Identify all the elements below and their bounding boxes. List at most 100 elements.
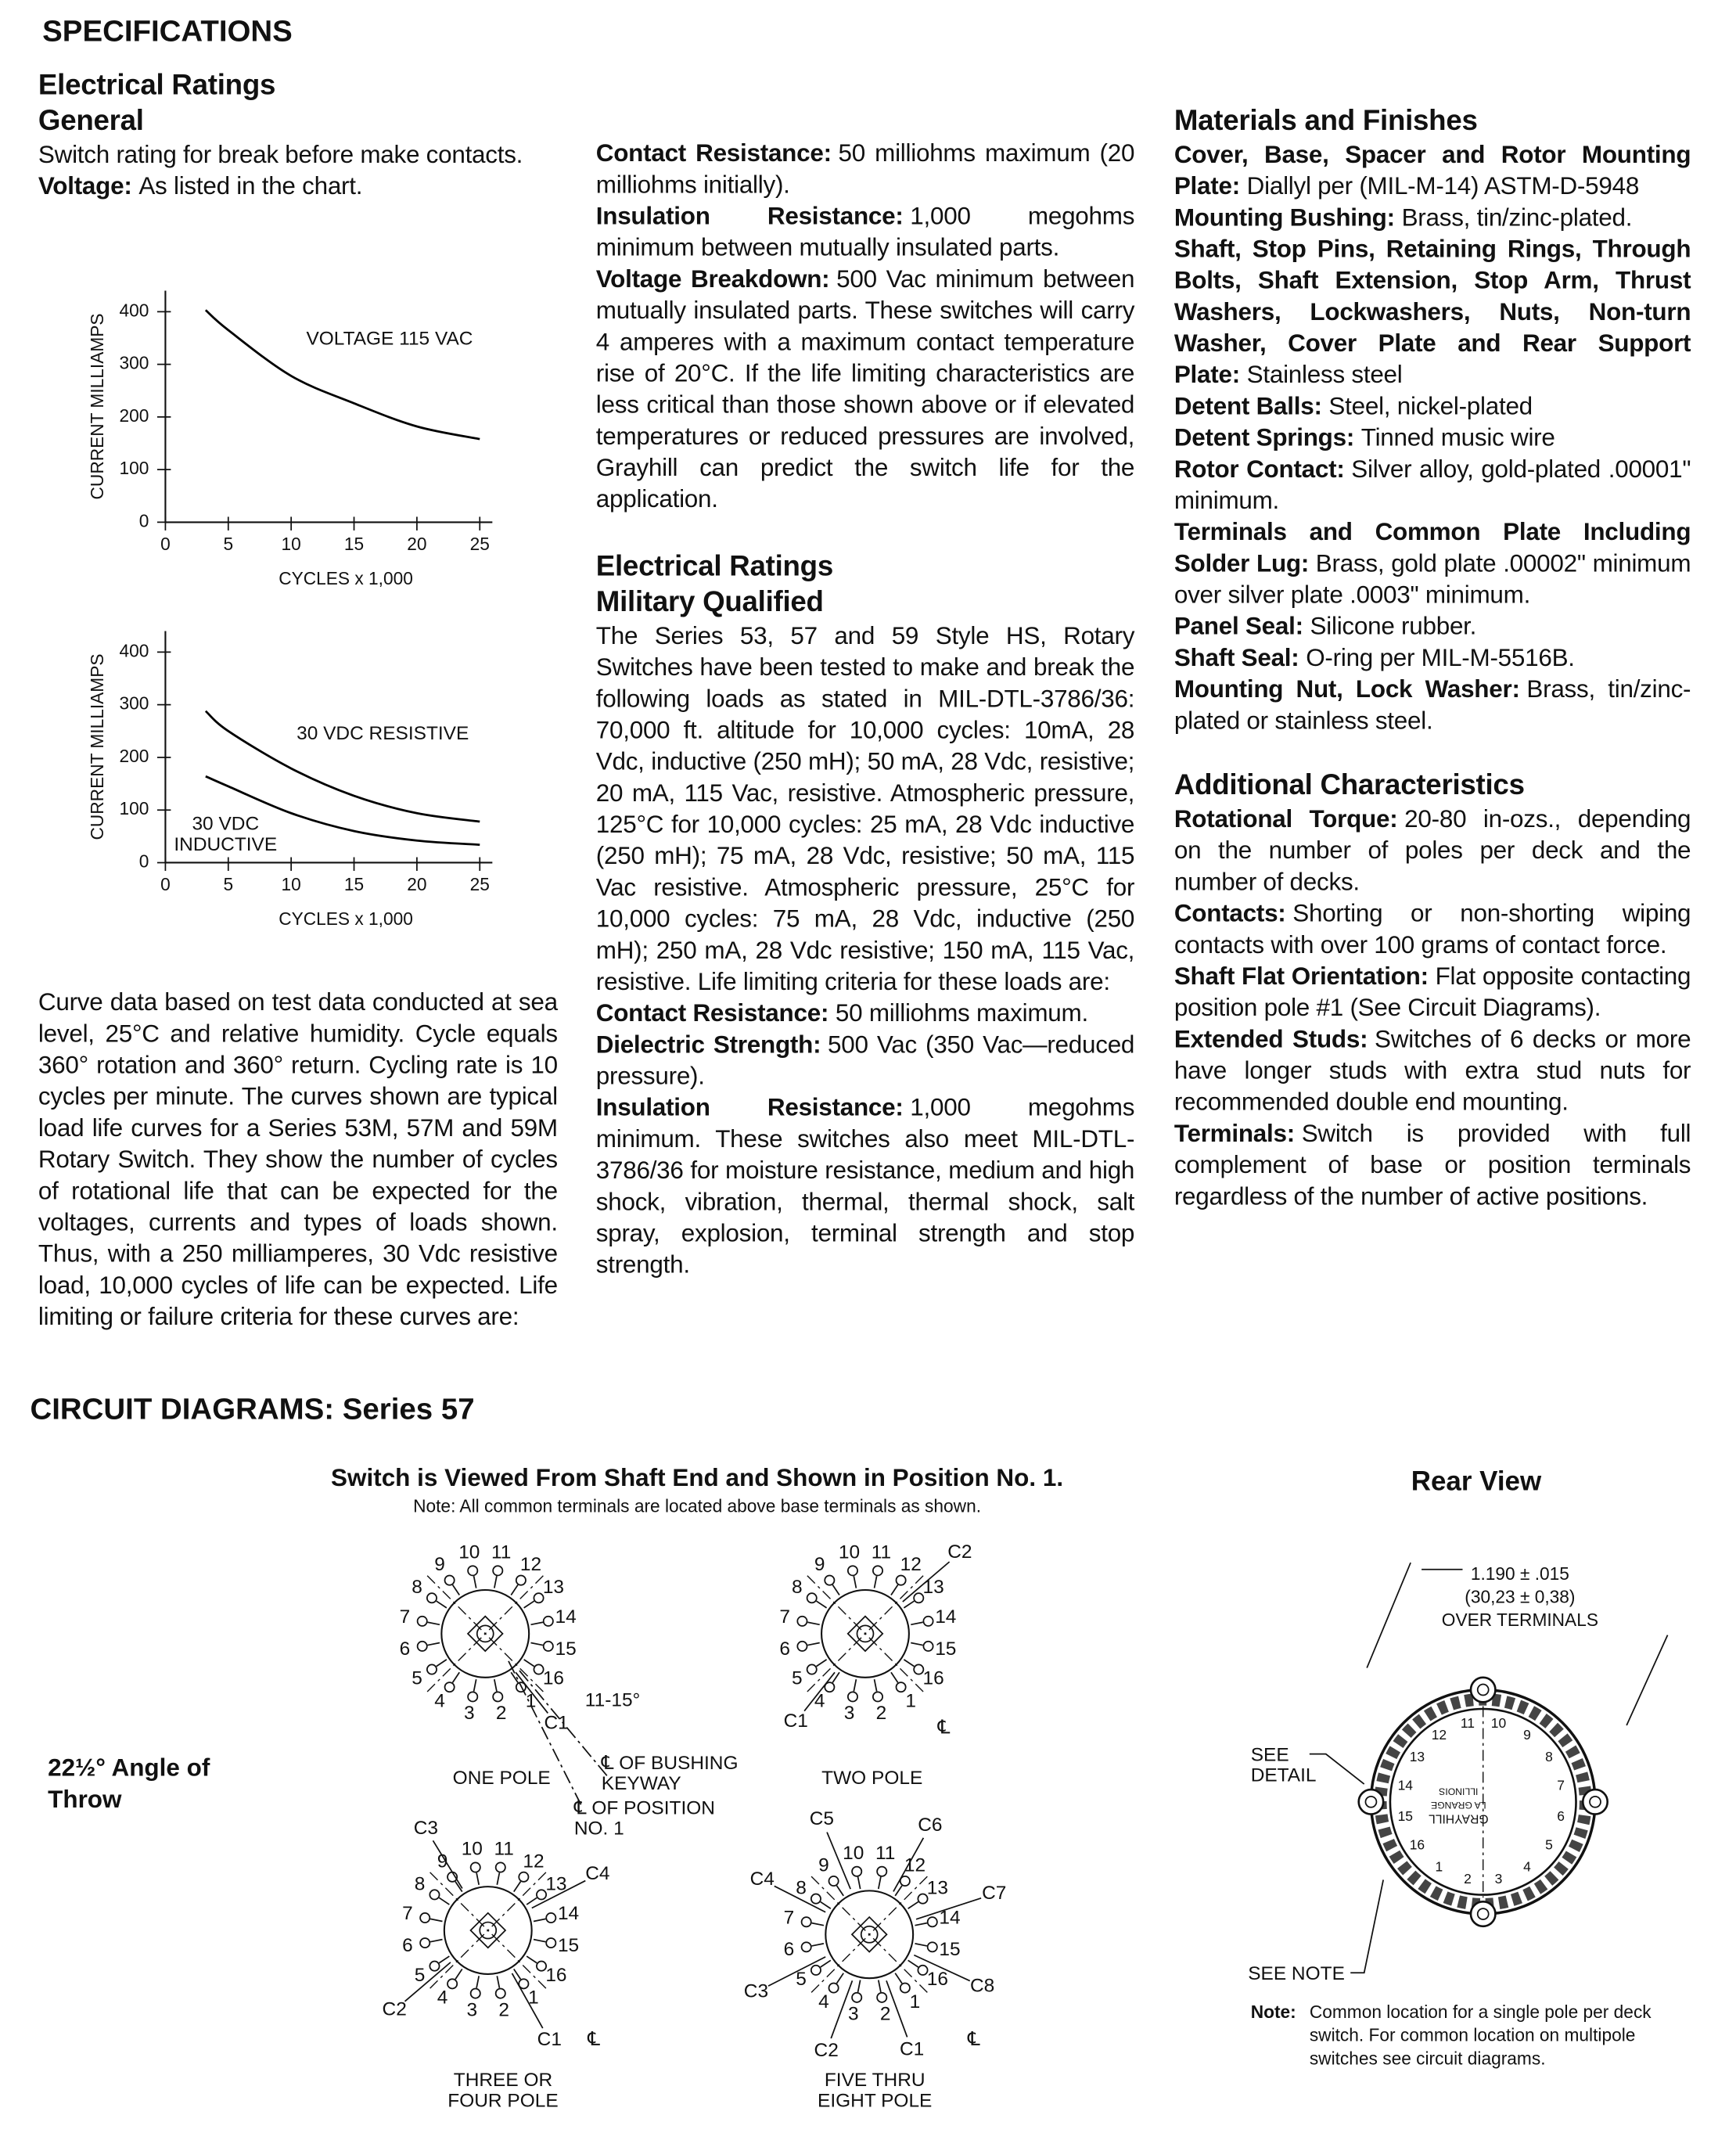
rear-position-label: 1 bbox=[1436, 1859, 1443, 1875]
terminal-lead bbox=[427, 1642, 440, 1646]
position-label: 5 bbox=[796, 1969, 807, 1990]
terminal-lead bbox=[903, 1600, 915, 1609]
wiper bbox=[404, 1962, 451, 2002]
lead: Contact Resistance: bbox=[595, 999, 829, 1027]
wiper bbox=[767, 1956, 826, 1987]
text: 50 milliohms maximum (20 milliohms initi… bbox=[595, 139, 1135, 199]
note-text: Common location for a single pole per de… bbox=[1309, 2001, 1652, 2069]
paragraph: Rotational Torque: 20-80 in-ozs., dependi… bbox=[1174, 804, 1691, 898]
terminal bbox=[800, 1941, 812, 1953]
paragraph: Terminals: Switch is provided with full c… bbox=[1174, 1118, 1691, 1213]
position-label: 8 bbox=[412, 1577, 422, 1598]
terminal-lead bbox=[908, 1959, 919, 1968]
text: Silver alloy, gold-plated .00001" minimu… bbox=[1174, 455, 1691, 514]
dimension-text: OVER TERMINALS bbox=[1442, 1610, 1598, 1630]
text: Flat opposite contacting position pole #… bbox=[1174, 962, 1691, 1022]
terminal-lead bbox=[836, 1885, 844, 1897]
center-line bbox=[430, 1872, 547, 1989]
rear-view-title: Rear View bbox=[1411, 1466, 1542, 1498]
common-label: C1 bbox=[544, 1713, 568, 1734]
position-label: 9 bbox=[814, 1554, 825, 1575]
terminal bbox=[536, 1960, 548, 1972]
position-label: 11 bbox=[875, 1843, 895, 1864]
position-label: 13 bbox=[545, 1873, 566, 1894]
terminal-lead bbox=[873, 1576, 878, 1588]
terminal-lead bbox=[438, 1955, 450, 1964]
position-line bbox=[508, 1660, 582, 1805]
position-label: 3 bbox=[464, 1703, 475, 1724]
terminal bbox=[917, 1893, 929, 1905]
terminal bbox=[851, 1991, 863, 2003]
terminal bbox=[426, 1664, 437, 1675]
terminal-lead bbox=[510, 1584, 519, 1595]
text: 50 milliohms maximum. bbox=[835, 999, 1088, 1027]
marking-line: LA GRANGE bbox=[1431, 1800, 1486, 1811]
terminal bbox=[876, 1865, 888, 1877]
position-label: 10 bbox=[839, 1542, 860, 1563]
hex-nut bbox=[1469, 1676, 1497, 1703]
terminal-lead bbox=[915, 1922, 928, 1926]
dimension-text: 1.190 ± .015 bbox=[1471, 1563, 1569, 1584]
diagram-label: ONE POLE bbox=[452, 1766, 551, 1789]
lead: Insulation Resistance: bbox=[595, 202, 904, 230]
terminal-lead bbox=[451, 1671, 460, 1683]
wiper bbox=[515, 1671, 548, 1714]
section-title: CIRCUIT DIAGRAMS: Series 57 bbox=[30, 1391, 475, 1426]
text: Brass, gold plate .00002" minimum over s… bbox=[1174, 549, 1691, 609]
right-column-lower: Additional Characteristics Rotational To… bbox=[1174, 768, 1691, 1213]
position-label: 16 bbox=[927, 1969, 948, 1990]
text: 20-80 in-ozs., depending on the number o… bbox=[1174, 805, 1691, 896]
annotation: ℄ OF POSITION NO. 1 bbox=[573, 1796, 715, 1839]
terminal-lead bbox=[890, 1671, 899, 1683]
terminal-lead bbox=[915, 1943, 928, 1947]
terminal bbox=[806, 1664, 818, 1675]
hex-nut bbox=[1581, 1788, 1609, 1815]
paragraph: Extended Studs: Switches of 6 decks or mo… bbox=[1174, 1024, 1691, 1119]
terminal bbox=[796, 1640, 808, 1652]
paragraph: Contact Resistance: 50 milliohms maximum. bbox=[596, 998, 1134, 1029]
paragraphs: Rotational Torque: 20-80 in-ozs., dependi… bbox=[1174, 804, 1691, 1212]
rear-position-label: 8 bbox=[1545, 1749, 1553, 1764]
terminal bbox=[494, 1987, 506, 1999]
x-tick-label: 15 bbox=[344, 534, 364, 554]
terminal-lead bbox=[473, 1576, 477, 1588]
terminal bbox=[426, 1592, 437, 1604]
terminal bbox=[467, 1691, 479, 1703]
terminal-lead bbox=[890, 1584, 899, 1595]
terminal-lead bbox=[908, 1901, 919, 1910]
text: 1,000 megohms minimum between mutually i… bbox=[595, 202, 1135, 261]
position-label: 15 bbox=[555, 1638, 576, 1660]
position-label: 1 bbox=[910, 1991, 921, 2013]
common-label: C5 bbox=[810, 1808, 834, 1829]
position-label: 12 bbox=[900, 1554, 922, 1575]
paragraph: Shaft Flat Orientation: Flat opposite con… bbox=[1174, 961, 1691, 1023]
terminal-lead bbox=[836, 1973, 844, 1984]
terminal-lead bbox=[451, 1584, 460, 1595]
text: 1,000 megohms minimum. These switches al… bbox=[595, 1093, 1135, 1279]
diagram-label: FIVE THRU EIGHT POLE bbox=[818, 2068, 933, 2111]
y-axis-label: CURRENT MILLIAMPS bbox=[87, 653, 107, 840]
terminal-lead bbox=[430, 1938, 443, 1943]
curve bbox=[204, 710, 480, 823]
terminal-lead bbox=[857, 1980, 861, 1993]
wiper bbox=[893, 1837, 925, 1892]
lead: Insulation Resistance: bbox=[595, 1093, 904, 1121]
terminal bbox=[917, 1964, 929, 1976]
lead: Voltage Breakdown: bbox=[595, 264, 830, 293]
terminal bbox=[876, 1991, 888, 2003]
paragraph: Cover, Base, Spacer and Rotor Mounting P… bbox=[1174, 139, 1691, 202]
position-label: 3 bbox=[844, 1703, 855, 1724]
terminal bbox=[429, 1889, 440, 1901]
position-label: 14 bbox=[555, 1606, 576, 1628]
wiper bbox=[902, 1561, 951, 1602]
heading: Additional Characteristics bbox=[1174, 769, 1525, 801]
terminal bbox=[416, 1640, 428, 1652]
terminal-lead bbox=[427, 1621, 440, 1626]
curve-label: 30 VDC INDUCTIVE bbox=[174, 811, 278, 854]
terminal bbox=[913, 1664, 925, 1675]
position-label: 13 bbox=[543, 1577, 564, 1598]
terminal-lead bbox=[438, 1897, 450, 1905]
common-label: C1 bbox=[784, 1710, 808, 1732]
position-label: 7 bbox=[402, 1903, 413, 1924]
